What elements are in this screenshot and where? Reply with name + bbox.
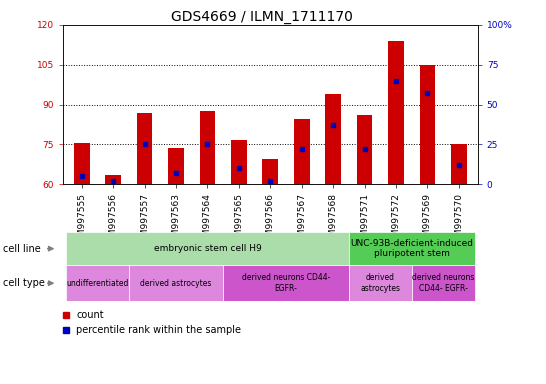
Text: undifferentiated: undifferentiated	[66, 279, 128, 288]
Bar	[357, 115, 372, 184]
Text: GDS4669 / ILMN_1711170: GDS4669 / ILMN_1711170	[171, 10, 353, 23]
Bar	[412, 265, 474, 301]
Text: embryonic stem cell H9: embryonic stem cell H9	[153, 244, 262, 253]
Bar	[263, 159, 278, 184]
Bar	[349, 232, 474, 265]
Bar	[136, 113, 152, 184]
Bar	[294, 119, 310, 184]
Bar	[168, 149, 184, 184]
Text: derived neurons
CD44- EGFR-: derived neurons CD44- EGFR-	[412, 273, 474, 293]
Text: UNC-93B-deficient-induced
pluripotent stem: UNC-93B-deficient-induced pluripotent st…	[350, 239, 473, 258]
Bar	[74, 143, 90, 184]
Text: percentile rank within the sample: percentile rank within the sample	[76, 325, 241, 335]
Text: derived
astrocytes: derived astrocytes	[360, 273, 400, 293]
Bar	[325, 94, 341, 184]
Bar	[388, 41, 404, 184]
Text: derived astrocytes: derived astrocytes	[140, 279, 212, 288]
Bar	[231, 141, 247, 184]
Text: derived neurons CD44-
EGFR-: derived neurons CD44- EGFR-	[242, 273, 330, 293]
Bar	[105, 175, 121, 184]
Bar	[451, 144, 467, 184]
Bar	[223, 265, 349, 301]
Bar	[419, 65, 435, 184]
Bar	[199, 111, 215, 184]
Text: count: count	[76, 310, 104, 320]
Text: cell type: cell type	[3, 278, 45, 288]
Text: cell line: cell line	[3, 243, 40, 254]
Bar	[66, 232, 349, 265]
Bar	[349, 265, 412, 301]
Bar	[129, 265, 223, 301]
Bar	[66, 265, 129, 301]
